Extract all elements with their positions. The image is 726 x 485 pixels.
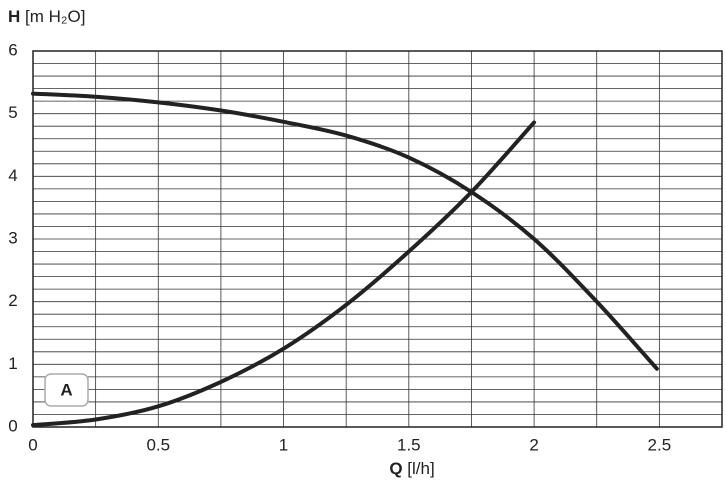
x-tick-label: 1 xyxy=(279,435,288,454)
series-line xyxy=(31,120,537,428)
y-axis-unit: [m H₂O] xyxy=(25,7,85,26)
plot-frame xyxy=(32,50,723,428)
x-tick-label: 1.5 xyxy=(397,435,421,454)
x-tick-label: 2 xyxy=(529,435,538,454)
y-tick-label: 1 xyxy=(8,354,17,373)
x-axis-unit: [l/h] xyxy=(407,459,434,478)
x-tick-label: 0.5 xyxy=(146,435,170,454)
y-tick-label: 2 xyxy=(8,291,17,310)
y-tick-label: 4 xyxy=(8,166,17,185)
annotation-box xyxy=(44,373,89,407)
annotation: A xyxy=(60,380,72,399)
y-tick-label: 0 xyxy=(8,416,17,435)
y-axis-symbol: H xyxy=(8,7,20,26)
x-axis-title: Q [l/h] xyxy=(389,459,434,478)
series-line xyxy=(31,91,659,371)
x-tick-label: 2.5 xyxy=(648,435,672,454)
x-axis-symbol: Q xyxy=(389,459,402,478)
x-tick-label: 0 xyxy=(28,435,37,454)
y-tick-label: 5 xyxy=(8,103,17,122)
y-tick-label: 3 xyxy=(8,228,17,247)
y-tick-label: 6 xyxy=(8,40,17,59)
y-axis-title: H [m H₂O] xyxy=(8,7,85,26)
